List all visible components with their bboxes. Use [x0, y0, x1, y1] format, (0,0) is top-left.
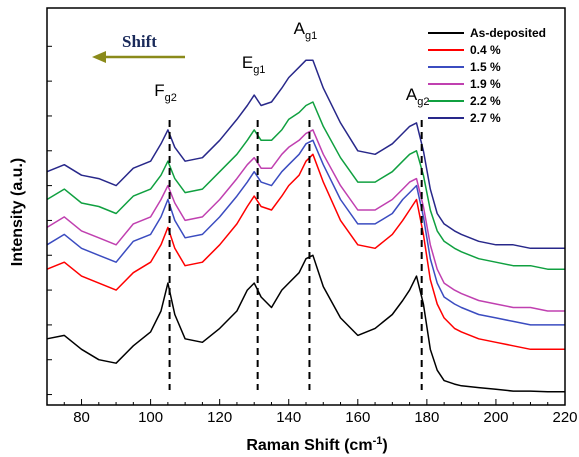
legend: As-deposited 0.4 % 1.5 % 1.9 % 2.2 % 2.7 %: [428, 26, 546, 125]
peak-label-0: Fg2: [154, 81, 177, 104]
series-lines: [46, 59, 565, 393]
x-tick-label: 100: [138, 409, 163, 426]
series-line-2: [46, 139, 565, 326]
legend-label-4: 2.2 %: [470, 94, 501, 108]
x-tick-label: 120: [207, 409, 232, 426]
shift-annotation: Shift: [92, 32, 185, 63]
peak-dashed-lines: [168, 120, 423, 390]
series-line-5: [46, 59, 565, 250]
peak-label-1: Eg1: [242, 53, 266, 76]
y-axis-label: Intensity (a.u.): [9, 158, 26, 266]
x-tick-label: 180: [414, 409, 439, 426]
x-tick-label: 220: [552, 409, 577, 426]
peak-labels: Fg2 Eg1 Ag1 Ag2: [154, 19, 429, 108]
y-axis-ticks: [47, 45, 52, 396]
series-line-4: [46, 101, 565, 270]
series-line-1: [46, 153, 565, 351]
legend-label-2: 1.5 %: [470, 60, 501, 74]
x-axis-label: Raman Shift (cm-1): [246, 435, 387, 454]
x-tick-label: 200: [483, 409, 508, 426]
series-line-3: [46, 129, 565, 312]
peak-label-2: Ag1: [294, 19, 318, 42]
x-tick-label: 80: [73, 409, 90, 426]
legend-label-3: 1.9 %: [470, 77, 501, 91]
shift-label: Shift: [122, 32, 157, 51]
x-tick-label: 160: [345, 409, 370, 426]
legend-label-1: 0.4 %: [470, 43, 501, 57]
legend-label-0: As-deposited: [470, 26, 546, 40]
series-line-0: [46, 254, 565, 393]
x-tick-label: 140: [276, 409, 301, 426]
legend-label-5: 2.7 %: [470, 111, 501, 125]
peak-label-3: Ag2: [406, 85, 430, 108]
x-axis-ticks: 80 100 120 140 160 180 200 220: [46, 399, 578, 426]
shift-arrow-icon: [92, 51, 185, 63]
